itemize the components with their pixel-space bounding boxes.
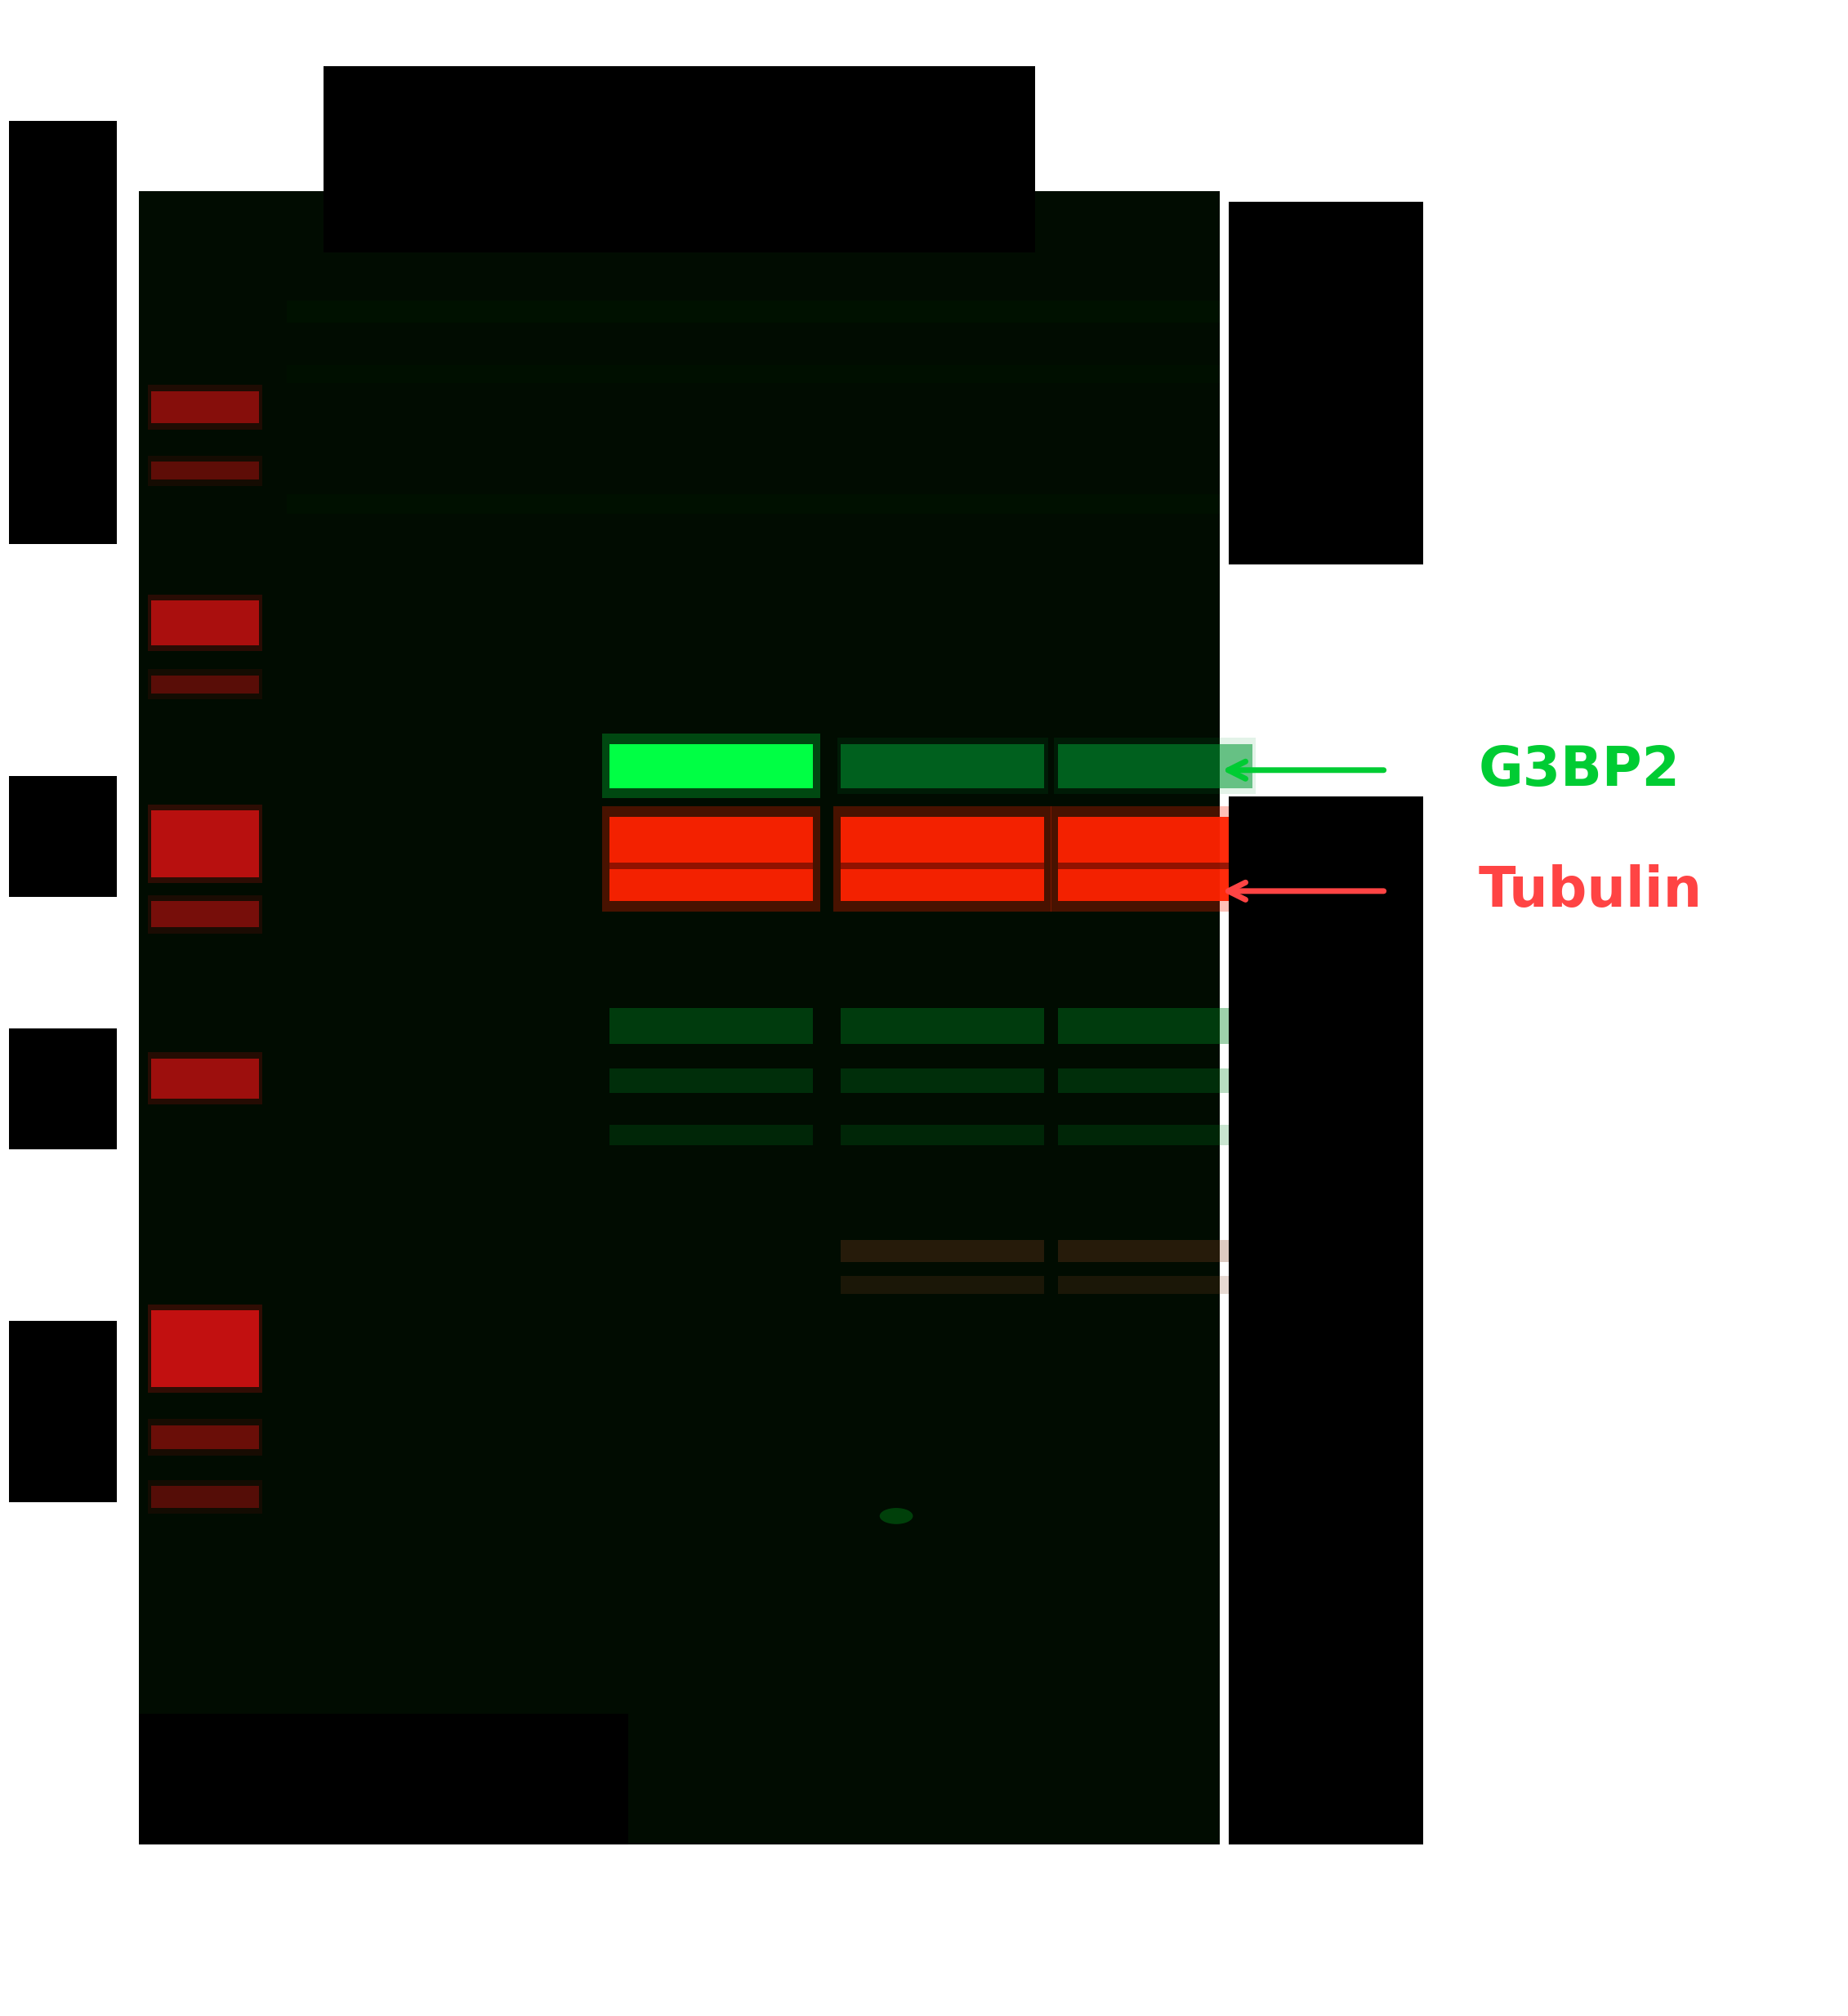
Bar (1229, 796, 1423, 1845)
Bar (148, 1480, 262, 1514)
Bar (610, 1125, 813, 1145)
Bar (1053, 738, 1257, 794)
Bar (1057, 863, 1253, 869)
Bar (152, 675, 259, 694)
Bar (841, 1276, 1044, 1294)
Bar (152, 391, 259, 423)
Bar (148, 669, 262, 700)
Bar (148, 1052, 262, 1105)
Bar (833, 806, 1052, 911)
Bar (152, 1425, 259, 1450)
Bar (610, 816, 813, 901)
Bar (610, 1008, 813, 1044)
Ellipse shape (880, 1508, 913, 1524)
Bar (148, 595, 262, 651)
Bar (323, 67, 1035, 252)
Bar (148, 456, 262, 486)
Bar (1057, 1240, 1253, 1262)
Bar (9, 776, 116, 897)
Bar (139, 192, 1220, 1845)
Bar (610, 744, 813, 788)
Text: G3BP2: G3BP2 (1478, 744, 1680, 796)
Bar (1057, 816, 1253, 901)
Bar (152, 1486, 259, 1508)
Bar (148, 385, 262, 429)
Bar (1057, 744, 1253, 788)
Bar (139, 1714, 628, 1845)
Bar (610, 1068, 813, 1093)
Bar (148, 804, 262, 883)
Bar (1057, 1068, 1253, 1093)
Bar (841, 744, 1044, 788)
Bar (9, 1028, 116, 1149)
Bar (1057, 1125, 1253, 1145)
Bar (9, 121, 116, 544)
Bar (9, 1320, 116, 1502)
Bar (841, 1068, 1044, 1093)
Bar (148, 1304, 262, 1393)
Bar (286, 300, 1220, 323)
Bar (1057, 1008, 1253, 1044)
Bar (152, 810, 259, 877)
Bar (152, 462, 259, 480)
Bar (841, 1125, 1044, 1145)
Bar (286, 365, 1220, 383)
Bar (602, 734, 821, 798)
Bar (610, 863, 813, 869)
Bar (841, 1008, 1044, 1044)
Bar (152, 601, 259, 645)
Bar (148, 1419, 262, 1456)
Bar (1057, 1276, 1253, 1294)
Text: Tubulin: Tubulin (1478, 865, 1702, 917)
Bar (152, 1058, 259, 1099)
Bar (152, 901, 259, 927)
Bar (837, 738, 1048, 794)
Bar (602, 806, 821, 911)
Bar (841, 816, 1044, 901)
Bar (1050, 806, 1260, 911)
Bar (841, 863, 1044, 869)
Bar (841, 1240, 1044, 1262)
Bar (148, 895, 262, 933)
Bar (286, 494, 1220, 514)
Bar (1229, 202, 1423, 564)
Bar (152, 1310, 259, 1387)
